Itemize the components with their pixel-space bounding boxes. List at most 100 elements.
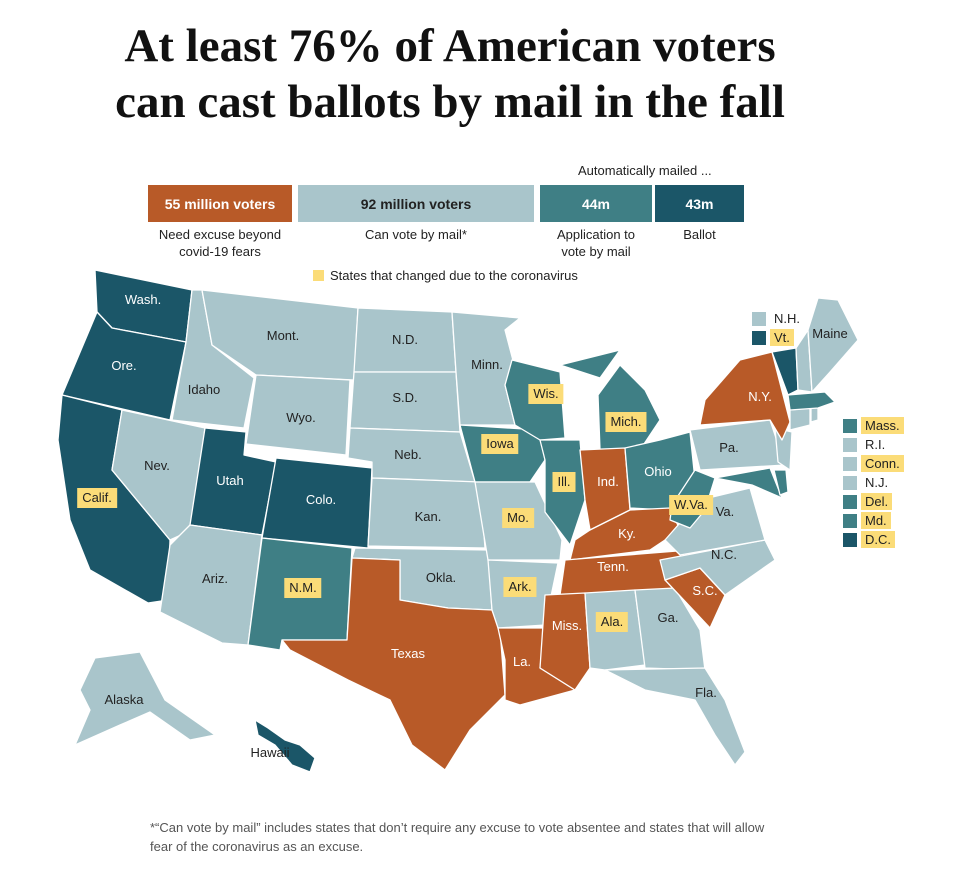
legend-bar-3: 43m [655,185,744,222]
ne-item-md: Md. [843,511,904,530]
state-wy [245,374,351,456]
state-label-wi: Wis. [528,384,564,404]
ne-swatch-nj [843,475,857,490]
ne-swatch-vt [752,330,766,345]
state-ma [787,391,836,411]
changed-legend-label: States that changed due to the coronavir… [330,268,578,283]
northeast-right-legend: Mass. R.I. Conn. N.J. Del. Md. D.C. [843,416,904,549]
legend-caption-line: Can vote by mail* [365,227,467,242]
legend-bar-label: 55 million voters [164,195,276,212]
ne-swatch-md [843,513,857,528]
legend-bar-label: 44m [581,195,611,212]
state-label-ut: Utah [216,473,244,488]
state-hi [254,719,316,773]
state-fl [604,667,746,766]
title-line-1: At least 76% of American voters [124,20,776,72]
ne-label-ri: R.I. [865,437,886,452]
state-ga [634,587,706,671]
state-label-nm: N.M. [284,578,322,598]
legend-bar-2: 44m [540,185,652,222]
state-label-mt: Mont. [266,328,300,343]
ne-swatch-de [843,494,857,509]
state-label-mo: Mo. [502,508,534,528]
state-label-pa: Pa. [719,440,739,455]
state-label-la: La. [512,654,532,669]
footnote: *“Can vote by mail” includes states that… [150,820,765,854]
state-label-or: Ore. [111,358,137,373]
state-label-sc: S.C. [692,583,718,598]
northeast-top-legend: N.H. Vt. [752,309,804,347]
state-label-ny: N.Y. [748,389,772,404]
state-label-ar: Ark. [503,577,537,597]
state-ms [539,592,591,691]
state-label-nd: N.D. [392,332,418,347]
ne-item-dc: D.C. [843,530,904,549]
state-label-fl: Fla. [695,685,717,700]
ne-swatch-ri [843,437,857,452]
state-label-tx: Texas [391,646,425,661]
legend-caption-line: vote by mail [561,244,631,259]
legend-caption-3: Ballot [650,226,750,243]
legend-caption-line: Ballot [683,227,716,242]
changed-swatch [313,270,324,281]
legend-caption-line: Application to [556,227,636,242]
ne-item-vt: Vt. [752,328,804,347]
state-label-me: Maine [812,326,848,341]
state-label-id: Idaho [187,382,221,397]
state-il [539,439,586,546]
state-tx [281,557,506,771]
state-ri [810,407,819,423]
state-label-mi: Mich. [605,412,647,432]
state-label-ga: Ga. [657,610,679,625]
ne-swatch-dc [843,532,857,547]
ne-item-nj: N.J. [843,473,904,492]
state-ct [789,407,811,431]
state-label-nc: N.C. [711,547,737,562]
legend-caption-line: Need excuse beyond [158,227,282,242]
state-label-wv: W.Va. [669,495,713,515]
ne-swatch-ct [843,456,857,471]
state-label-ca: Calif. [77,488,117,508]
state-or [61,311,187,421]
ne-label-nh: N.H. [774,311,800,326]
ne-label-md: Md. [861,512,891,529]
legend-bar-0: 55 million voters [148,185,292,222]
legend-bar-1: 92 million voters [298,185,534,222]
state-label-hi: Hawaii [250,745,290,760]
state-me [807,297,859,393]
ne-item-ri: R.I. [843,435,904,454]
state-label-oh: Ohio [644,464,672,479]
state-label-ok: Okla. [425,570,457,585]
state-label-ne: Neb. [394,447,422,462]
state-label-ms: Miss. [551,618,583,633]
ne-item-ct: Conn. [843,454,904,473]
ne-item-de: Del. [843,492,904,511]
state-label-az: Ariz. [202,571,228,586]
state-label-il: Ill. [552,472,576,492]
ne-swatch-ma [843,418,857,433]
state-az [159,524,263,646]
state-label-ky: Ky. [618,526,636,541]
state-label-wa: Wash. [124,292,162,307]
chart-title: At least 76% of American voters can cast… [0,18,900,130]
state-ak [74,651,216,746]
state-label-in: Ind. [597,474,619,489]
state-label-mn: Minn. [471,357,503,372]
ne-label-de: Del. [861,493,893,510]
legend-bar-label: 92 million voters [360,195,472,212]
legend-caption-1: Can vote by mail* [298,226,534,243]
legend-caption-0: Need excuse beyond covid-19 fears [140,226,300,260]
state-label-ia: Iowa [481,434,519,454]
state-label-ak: Alaska [104,692,144,707]
state-label-nv: Nev. [144,458,170,473]
state-label-ks: Kan. [414,509,442,524]
legend-caption-line: covid-19 fears [179,244,261,259]
ne-label-dc: D.C. [861,531,895,548]
state-label-wy: Wyo. [286,410,316,425]
ne-item-nh: N.H. [752,309,804,328]
ne-label-ct: Conn. [861,455,904,472]
state-mi [559,349,661,451]
state-label-co: Colo. [305,492,337,507]
changed-legend: States that changed due to the coronavir… [313,268,578,283]
